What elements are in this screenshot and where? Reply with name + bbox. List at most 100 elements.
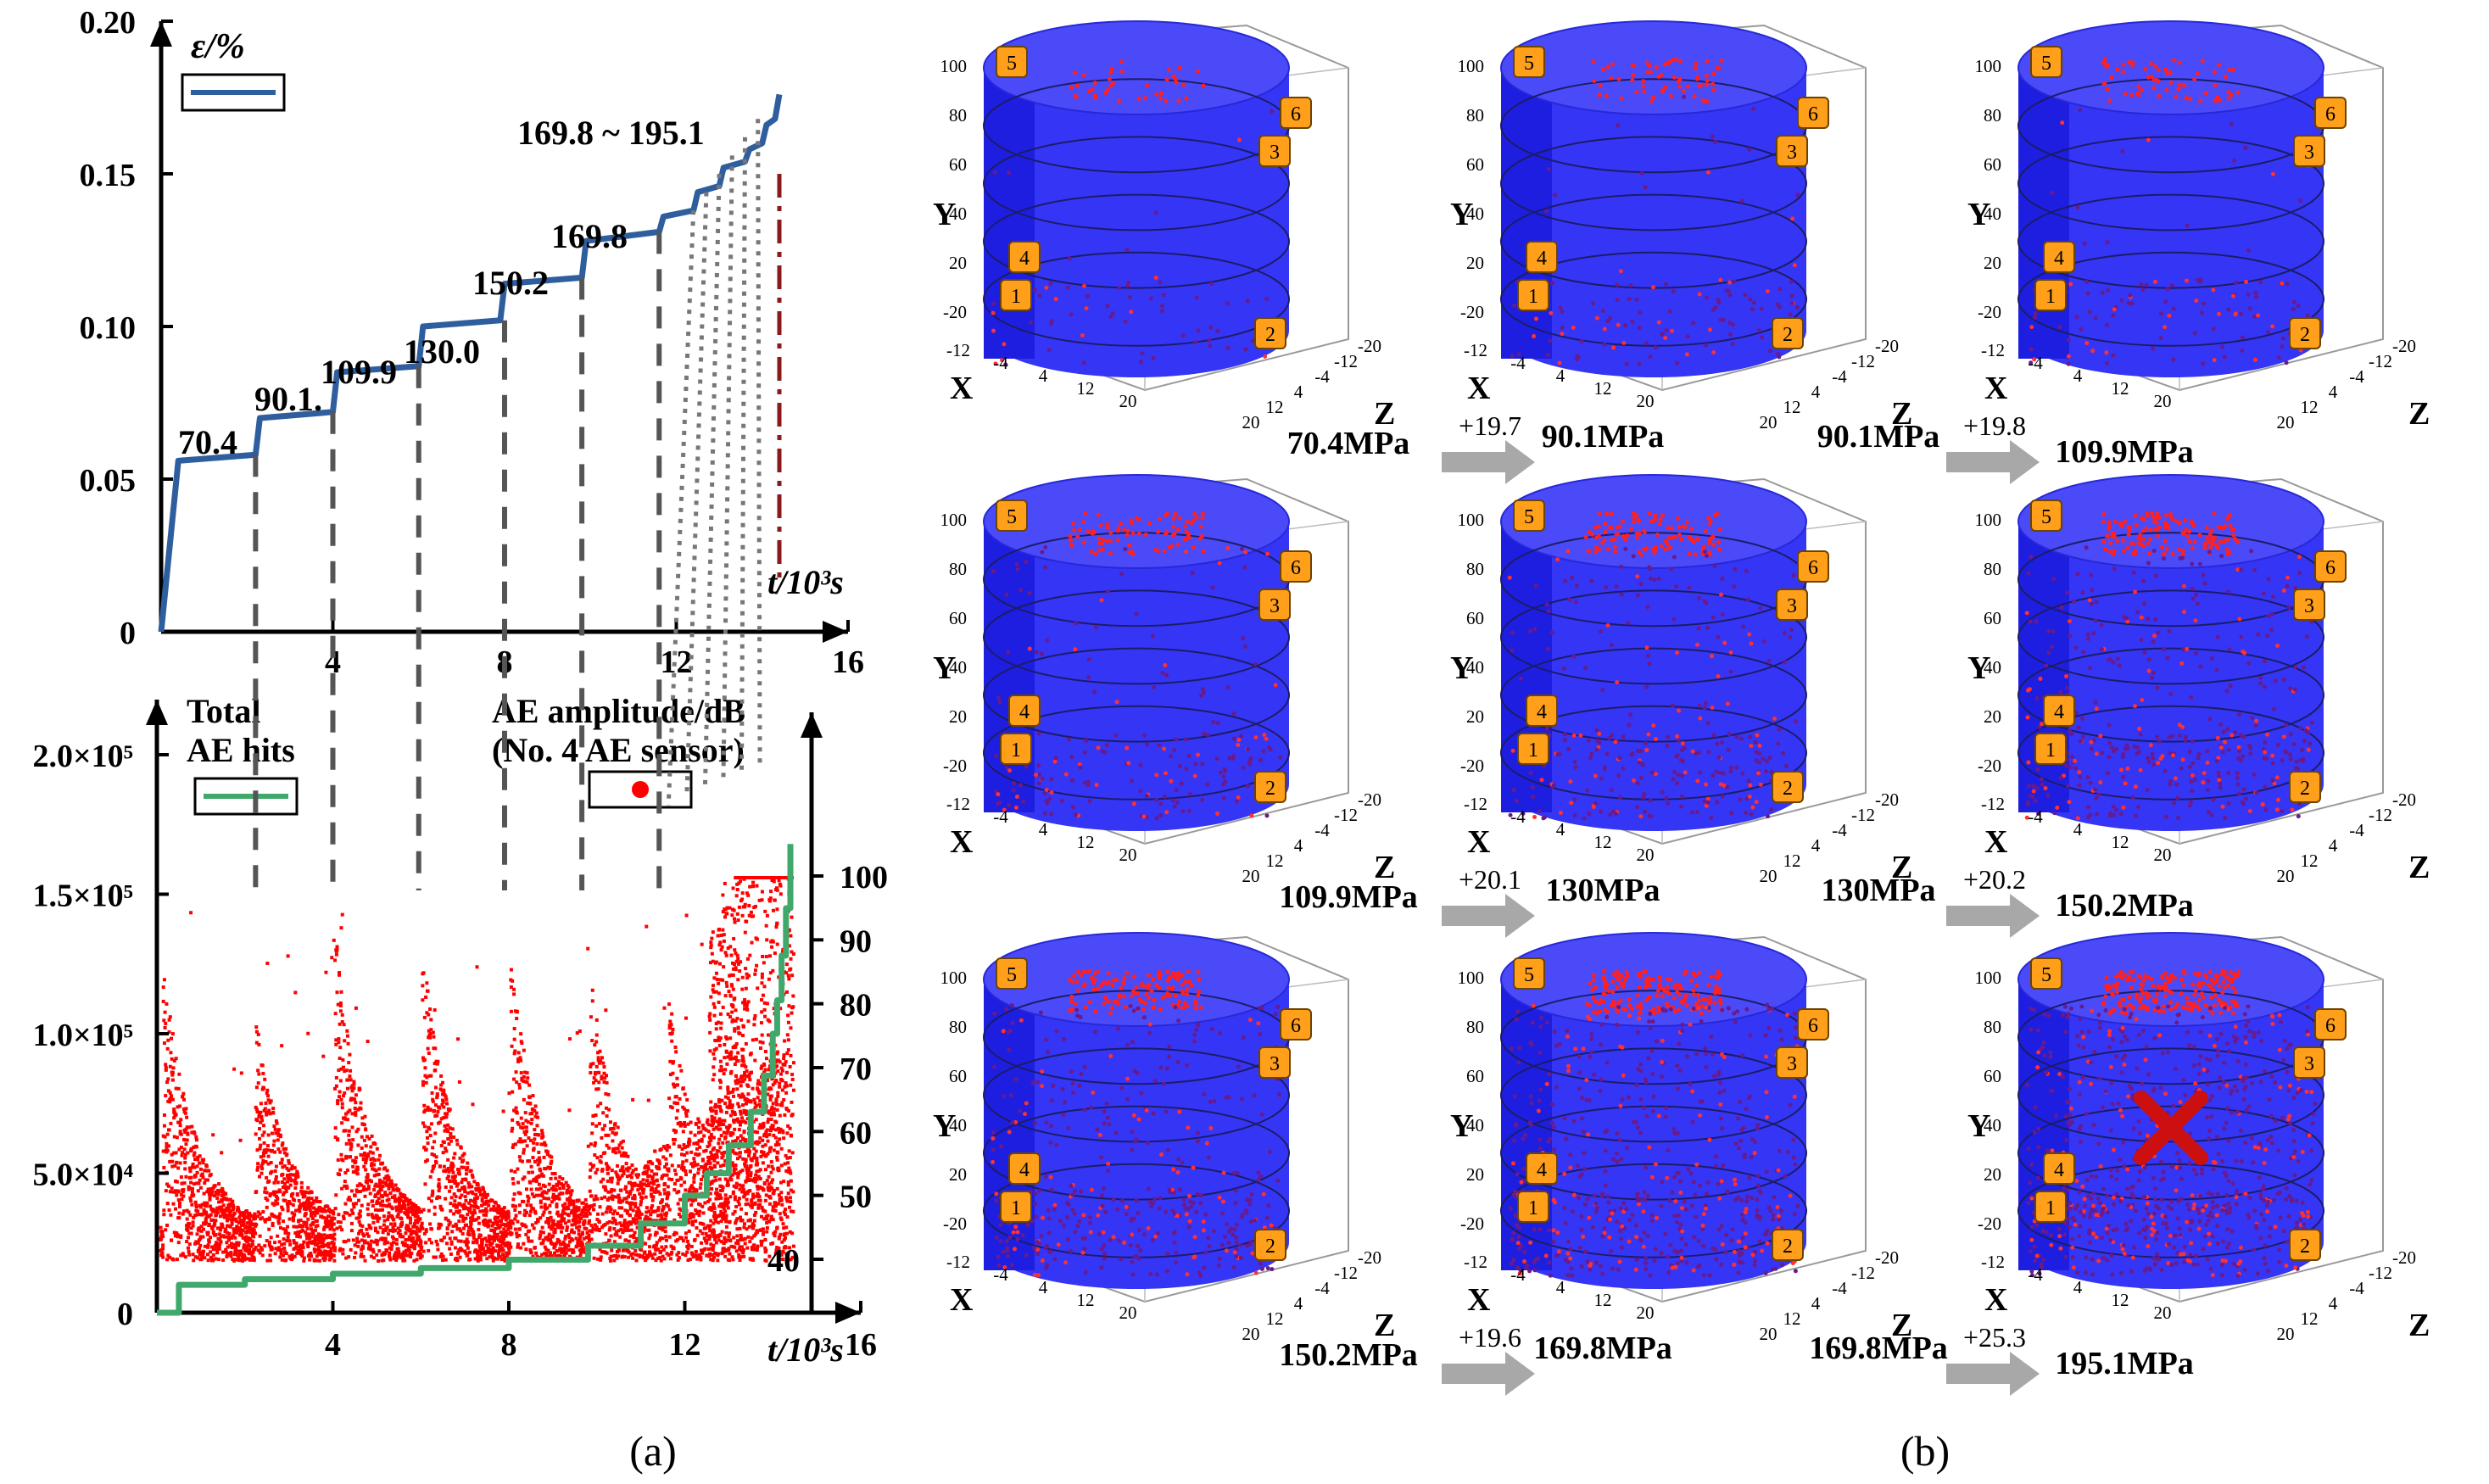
ae-dot (178, 1130, 182, 1134)
ae-dot (734, 1241, 739, 1245)
ae-dot (343, 1211, 347, 1215)
ae-dot (399, 1207, 403, 1211)
ae-dot (516, 1122, 521, 1126)
ae-dot (472, 1208, 477, 1213)
ae-dot (228, 1225, 232, 1229)
ae-dot (358, 1214, 362, 1219)
ae-dot (782, 1136, 786, 1141)
ae-dot (429, 1028, 433, 1032)
ae-dot (345, 1086, 349, 1091)
ae-dot (684, 1169, 688, 1173)
ae-dot (513, 1204, 517, 1208)
ae-dot (539, 1216, 543, 1220)
ae-dot (639, 1200, 644, 1204)
ae-dot (621, 1199, 625, 1203)
ae-dot (561, 1184, 566, 1188)
ae-dot (484, 1243, 488, 1247)
ae-dot (660, 1245, 664, 1249)
ae-dot (461, 1226, 466, 1230)
ae-dot (743, 1193, 747, 1197)
ae-dot (245, 1240, 249, 1244)
ae-dot (756, 1079, 761, 1083)
ae-dot (338, 1022, 342, 1026)
ae-dot (583, 1221, 587, 1225)
ae-dot (744, 1149, 748, 1153)
ae-dot (773, 1135, 778, 1140)
ae-dot (449, 1209, 453, 1213)
ae-dot (310, 1254, 314, 1258)
ae-dot (639, 1202, 643, 1207)
ae-dot (607, 1107, 611, 1112)
ae-dot (208, 1189, 212, 1193)
ae-dot (664, 1162, 668, 1166)
ae-dot (563, 1236, 567, 1241)
ae-dot (589, 1168, 593, 1172)
ae-dot (426, 989, 430, 993)
ae-dot (588, 1212, 592, 1216)
ae-dot (170, 1238, 174, 1242)
ae-dot (426, 1105, 430, 1109)
ae-dot (224, 1191, 228, 1196)
ae-dot (728, 1231, 732, 1236)
ae-dot (594, 1087, 599, 1091)
ae-dot (513, 1208, 517, 1213)
ae-dot (364, 1158, 368, 1163)
ae-dot (421, 1080, 425, 1084)
ae-dot (769, 1218, 773, 1222)
ae-dot (484, 1207, 488, 1211)
ae-dot (590, 1204, 594, 1208)
ae-dot (197, 1181, 201, 1186)
ae-dot (444, 1127, 449, 1131)
ae-dot (180, 1181, 184, 1186)
ae-dot (362, 1185, 366, 1189)
ae-dot (490, 1252, 494, 1257)
ae-dot (181, 1209, 186, 1213)
ae-dot (547, 1232, 551, 1236)
ae-dot (675, 1076, 679, 1080)
ae-dot (622, 1225, 627, 1230)
ae-dot (778, 1137, 782, 1141)
ae-dot (190, 1202, 194, 1207)
ae-dot (244, 1235, 248, 1239)
ae-dot (438, 1106, 442, 1110)
ae-dot (661, 1173, 666, 1177)
ae-dot (231, 1203, 235, 1208)
ae-dot (446, 1158, 450, 1162)
ae-dot (276, 1138, 280, 1142)
ae-dot (428, 1035, 433, 1040)
ae-dot (471, 1191, 475, 1196)
ae-dot (310, 1235, 314, 1239)
ae-dot (411, 1236, 416, 1241)
ae-dot (585, 1230, 589, 1235)
ae-dot (622, 1223, 627, 1227)
ae-dot (515, 1235, 519, 1239)
ae-dot (616, 1212, 620, 1216)
ae-dot (470, 1218, 474, 1222)
ae-dot (349, 1155, 353, 1159)
ae-dot (226, 1230, 230, 1235)
ae-dot (661, 1254, 665, 1258)
ae-dot (726, 1096, 730, 1100)
ae-dot (437, 1182, 441, 1186)
ae-dot (643, 1225, 647, 1230)
ae-dot (278, 1255, 282, 1259)
ae-dot (596, 1051, 600, 1055)
ae-dot (440, 1103, 444, 1107)
ae-dot (681, 1252, 685, 1256)
ae-dot (393, 1183, 398, 1187)
ae-dot (746, 1084, 751, 1088)
ae-dot (784, 1225, 789, 1230)
ae-dot (194, 1181, 198, 1186)
ae-dot (400, 1222, 405, 1226)
ae-dot (387, 1186, 391, 1191)
ae-dot (209, 1187, 213, 1191)
ae-dot (332, 1241, 336, 1246)
ae-dot (480, 1242, 484, 1247)
ae-dot (476, 1206, 480, 1210)
ae-dot (718, 1059, 723, 1063)
ae-dot (338, 1168, 343, 1172)
ae-dot (596, 1212, 600, 1216)
ae-dot (749, 910, 753, 914)
ae-dot (285, 1202, 289, 1206)
ae-dot (512, 992, 516, 996)
